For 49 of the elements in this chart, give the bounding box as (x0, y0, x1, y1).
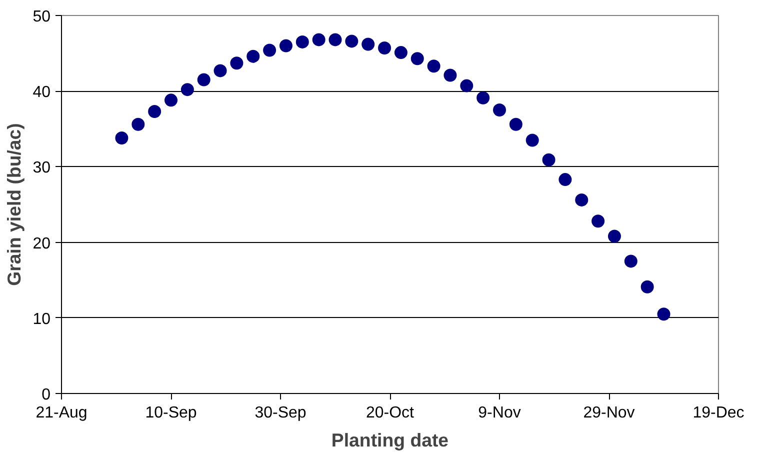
point (476, 91, 490, 104)
y-tick-label: 30 (32, 160, 51, 177)
point (164, 94, 178, 107)
x-tick-label: 19-Dec (692, 404, 744, 422)
point (657, 308, 670, 321)
point (410, 52, 424, 66)
x-tick-label: 9-Nov (478, 404, 521, 422)
point (246, 50, 260, 63)
point (214, 64, 227, 78)
y-tick-label: 50 (32, 8, 51, 26)
point (526, 134, 539, 147)
y-tick-label: 40 (32, 84, 51, 102)
point (115, 131, 128, 144)
point (263, 44, 276, 57)
point (197, 73, 210, 86)
point (493, 104, 506, 116)
point (624, 254, 638, 268)
point (378, 42, 392, 54)
point (148, 105, 162, 118)
y-tick-label: 20 (32, 235, 51, 252)
y-tick-label: 10 (32, 310, 51, 328)
point (558, 173, 572, 186)
point (312, 33, 326, 46)
point (394, 46, 408, 60)
point (345, 34, 358, 48)
point (640, 280, 654, 294)
x-tick-label: 29-Nov (583, 404, 635, 422)
point (575, 193, 588, 206)
point (427, 60, 440, 73)
point (132, 118, 145, 131)
point (592, 214, 605, 228)
point (444, 68, 457, 82)
point (296, 35, 309, 48)
x-tick-label: 20-Oct (366, 404, 415, 422)
y-tick-label: 0 (42, 386, 51, 404)
x-tick-label: 30-Sep (254, 404, 306, 422)
x-axis-title: Planting date (331, 430, 449, 450)
x-tick-label: 21-Aug (36, 404, 88, 422)
point (542, 153, 556, 166)
point (180, 83, 194, 96)
point (608, 230, 621, 243)
point (230, 56, 244, 70)
point (328, 33, 342, 46)
x-tick-label: 10-Sep (145, 404, 197, 422)
point (279, 39, 292, 52)
point (509, 118, 522, 131)
y-axis-title: Grain yield (bu/ac) (4, 123, 25, 286)
point (362, 38, 375, 51)
point (460, 79, 474, 92)
